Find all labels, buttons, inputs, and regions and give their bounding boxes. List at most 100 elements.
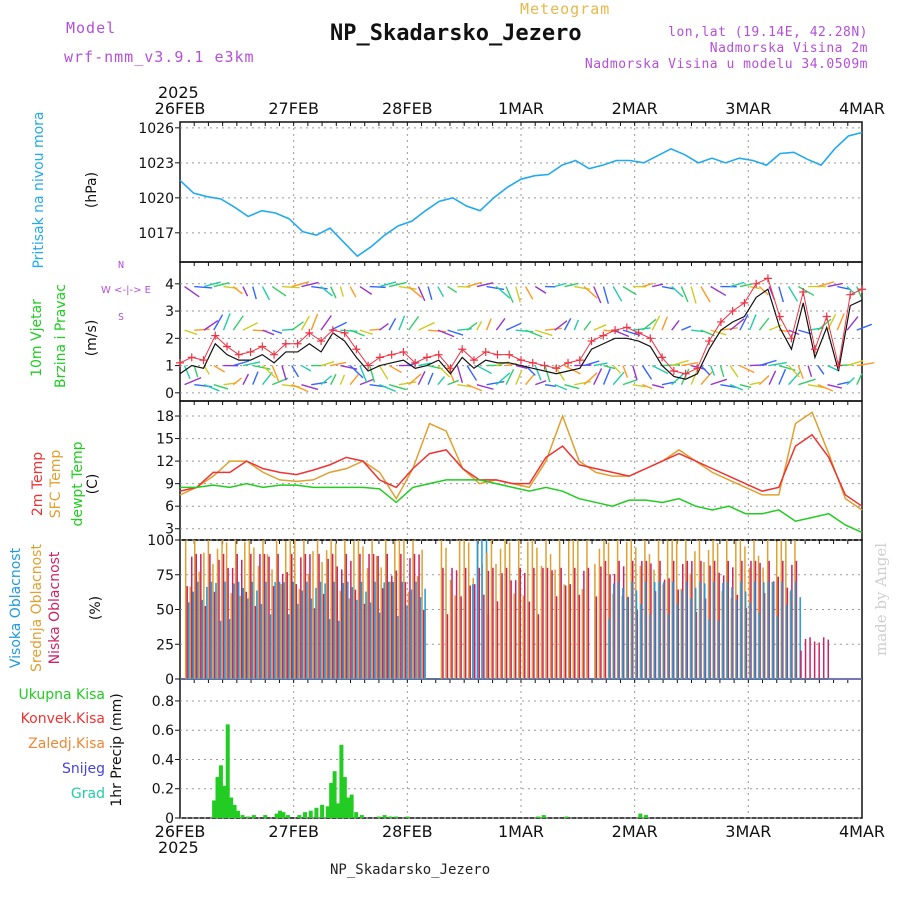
wind-arrow [213,364,225,373]
wind-gust-marker [281,339,290,348]
y-tick-label: 1020 [138,191,174,207]
precip-total-label: Ukupna Kisa [18,687,105,703]
wind-arrow [349,329,365,337]
x-tick-label-bottom: 28FEB [382,822,433,841]
wind-arrow [671,359,689,367]
wind-gust-marker [716,317,725,326]
wind-speed-line [179,288,863,380]
wind-arrow [632,365,638,381]
meteogram-label: Meteogram [520,0,611,18]
dewpt-temp-line [180,479,863,534]
wind-arrow [652,283,664,288]
model-version: wrf-nmm_v3.9.1 e3km [64,48,255,66]
wind-arrow [534,365,542,381]
wind-arrow [184,329,198,336]
x-tick-label-top: 28FEB [382,99,433,118]
wind-arrow [622,285,637,296]
wind-gust-marker [564,358,573,367]
wind-arrow [495,285,511,299]
y-tick-label: 1023 [138,156,174,172]
wind-gust-marker [622,323,631,332]
wind-arrow [408,285,423,299]
precip-bar [308,810,313,818]
wind-arrow [544,327,562,331]
wind-arrow [359,365,368,383]
y-tick-label: 3 [165,304,174,320]
wind-arrow [837,285,851,291]
wind-arrow [768,370,777,385]
wind-arrow [291,321,304,331]
year-top: 2025 [158,83,199,102]
wind-arrow [603,364,616,370]
wind-gust-marker [669,367,678,376]
wind-arrow [758,317,770,331]
wind-arrow [515,364,528,369]
wind-arrow [456,365,464,384]
wind-arrow [466,281,482,288]
wind-arrow [242,373,250,385]
precip-bar [354,812,359,818]
wind-arrow [349,286,357,298]
wind-compass-n: N [118,260,125,271]
y-tick-label: 15 [156,432,174,448]
station-elevation: Nadmorska Visina 2m [709,41,868,56]
wind-arrow [242,286,249,297]
wind-arrow [320,285,333,297]
wind-arrow [544,365,551,383]
wind-arrow [817,384,834,392]
wind-arrow [652,383,665,389]
wind-arrow [330,373,337,385]
wind-gust-marker [270,350,279,359]
wind-gust-marker [752,279,761,288]
wind-arrow [271,285,287,297]
precip-bar [393,816,398,818]
precip-bar [281,812,286,818]
wind-gust-marker [775,312,784,321]
wind-arrow [622,365,629,378]
wind-arrow [651,315,661,331]
wind-arrow [700,365,711,376]
wind-arrow [301,364,312,372]
x-tick-label-top: 1MAR [498,99,544,118]
wind-arrow [379,281,397,288]
wind-arrow [700,286,711,303]
wind-gust-marker [634,328,643,337]
wind-arrow [213,383,229,390]
y-tick-label: 1026 [138,121,174,137]
panel-frame [179,678,863,819]
wind-arrow [261,286,271,301]
wind-arrow [583,372,598,386]
wind-arrow [495,372,511,386]
wind-arrow [846,377,855,386]
wind-arrow [729,318,745,331]
wind-arrow [505,322,522,331]
wind-arrow [788,286,799,302]
precip-bar [339,744,344,818]
wind-gust-marker [176,358,184,367]
wind-arrow [593,362,608,367]
x-tick-label-top: 27FEB [268,99,319,118]
wind-arrow [301,383,319,391]
wind-arrow [525,373,535,386]
wind-arrow [232,315,244,331]
precip-bar [405,816,410,818]
wind-arrow [573,319,580,331]
y-tick-label: 9 [165,477,174,493]
wind-gust-marker [646,334,655,343]
wind-arrow [710,285,727,297]
precip-bar [222,785,227,818]
wind-arrow [203,383,220,392]
precip-bar [376,816,381,818]
wind-arrow [544,383,556,388]
wind-gust-marker [434,350,443,359]
precip-bar [263,815,268,818]
wind-arrow [642,384,653,390]
precip-snow-label: Snijeg [61,761,105,777]
wind-arrow [574,380,591,386]
wind-arrow [739,283,753,288]
wind-arrow [729,281,745,288]
wind-arrow [291,281,310,288]
y-tick-label: 0.2 [152,782,174,798]
wind-arrow [622,329,641,337]
wind-arrow [797,285,815,297]
